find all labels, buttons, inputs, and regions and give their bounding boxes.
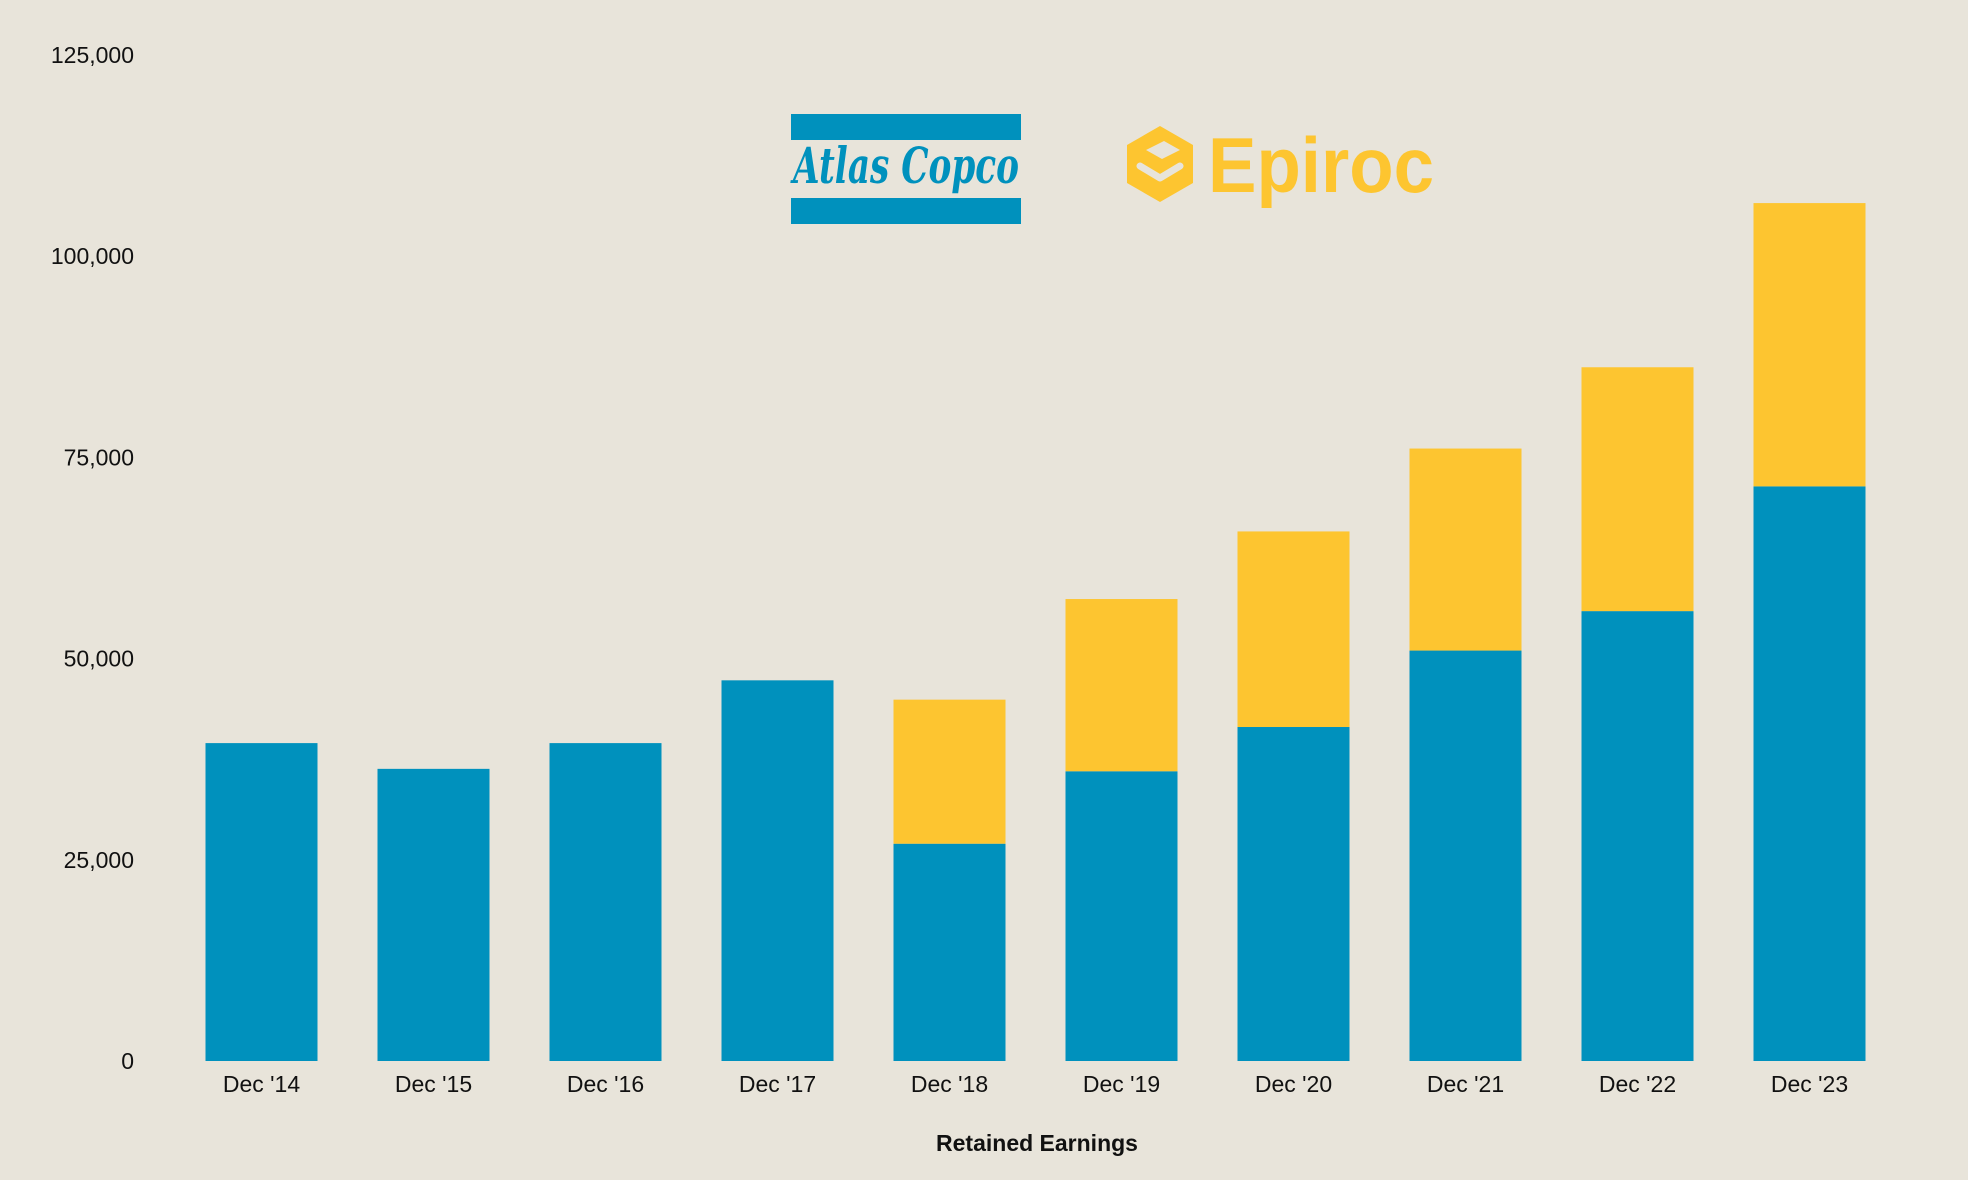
x-tick-label: Dec '18 <box>911 1071 988 1097</box>
x-axis-label: Retained Earnings <box>936 1130 1138 1156</box>
bar-epiroc <box>893 699 1006 844</box>
y-tick-label: 125,000 <box>51 42 134 68</box>
x-tick-label: Dec '16 <box>567 1071 644 1097</box>
bar-epiroc <box>1409 448 1522 651</box>
y-axis: 0 25,000 50,000 75,000 100,000 125,000 <box>51 42 134 1074</box>
bar-atlas-copco <box>205 743 318 1061</box>
y-tick-label: 75,000 <box>64 444 134 470</box>
x-tick-label: Dec '14 <box>223 1071 300 1097</box>
bar-epiroc <box>1581 367 1694 612</box>
bar-atlas-copco <box>1237 727 1350 1061</box>
bar-epiroc <box>1065 599 1178 772</box>
y-tick-label: 0 <box>121 1048 134 1074</box>
epiroc-logo: Epiroc <box>1127 121 1434 209</box>
bar-atlas-copco <box>893 843 1006 1061</box>
epiroc-hexagon-icon <box>1127 126 1193 202</box>
bar-atlas-copco <box>1581 611 1694 1061</box>
bar-atlas-copco <box>377 768 490 1061</box>
x-tick-label: Dec '22 <box>1599 1071 1676 1097</box>
bar-atlas-copco <box>721 680 834 1061</box>
x-tick-label: Dec '20 <box>1255 1071 1332 1097</box>
bar-atlas-copco <box>1753 486 1866 1061</box>
bar-epiroc <box>1237 531 1350 728</box>
atlas-copco-logo-bottom-stripe <box>791 198 1021 224</box>
epiroc-hexagon-mark <box>1136 162 1184 182</box>
bars-group <box>205 203 1866 1061</box>
x-tick-label: Dec '21 <box>1427 1071 1504 1097</box>
bar-atlas-copco <box>1065 771 1178 1061</box>
epiroc-hexagon-cube-top <box>1146 141 1180 159</box>
bar-atlas-copco <box>549 743 662 1061</box>
y-tick-label: 25,000 <box>64 847 134 873</box>
x-tick-label: Dec '17 <box>739 1071 816 1097</box>
x-tick-label: Dec '19 <box>1083 1071 1160 1097</box>
atlas-copco-logo-top-stripe <box>791 114 1021 140</box>
atlas-copco-logo-wordmark: Atlas Copco <box>790 136 1019 195</box>
x-axis: Dec '14 Dec '15 Dec '16 Dec '17 Dec '18 Dec '… <box>223 1071 1848 1097</box>
y-tick-label: 50,000 <box>64 646 134 672</box>
atlas-copco-logo: Atlas Copco <box>790 114 1021 224</box>
bar-epiroc <box>1753 203 1866 487</box>
x-tick-label: Dec '23 <box>1771 1071 1848 1097</box>
y-tick-label: 100,000 <box>51 243 134 269</box>
epiroc-logo-wordmark: Epiroc <box>1208 121 1434 209</box>
x-tick-label: Dec '15 <box>395 1071 472 1097</box>
bar-atlas-copco <box>1409 650 1522 1061</box>
